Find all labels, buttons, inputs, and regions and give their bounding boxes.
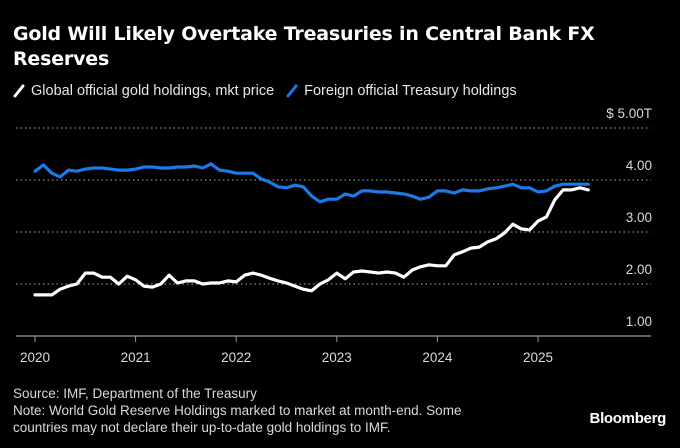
note-line-2: countries may not declare their up-to-da… [13, 420, 391, 435]
legend-label-gold: Global official gold holdings, mkt price [31, 83, 275, 99]
legend-item-treasury: Foreign official Treasury holdings [286, 83, 517, 99]
x-tick-label: 2023 [322, 350, 352, 365]
legend-label-treasury: Foreign official Treasury holdings [304, 83, 517, 99]
series-line-gold-holdings [33, 186, 590, 297]
note-line-1: Note: World Gold Reserve Holdings marked… [13, 403, 462, 418]
footer-notes: Source: IMF, Department of the Treasury … [13, 385, 461, 436]
source-text: Source: IMF, Department of the Treasury [13, 386, 257, 401]
gridlines [16, 127, 651, 285]
legend-item-gold: Global official gold holdings, mkt price [13, 83, 274, 99]
y-tick-label: 4.00 [626, 158, 652, 173]
legend: Global official gold holdings, mkt price… [13, 80, 529, 102]
x-tick-label: 2020 [20, 350, 50, 365]
bloomberg-logo: Bloomberg [589, 410, 667, 427]
x-tick-label: 2025 [523, 350, 553, 365]
legend-swatch-gold-icon [13, 84, 25, 98]
x-tick-label: 2022 [221, 350, 251, 365]
y-axis-labels: 1.00 2.00 3.00 4.00 $ 5.00T [606, 106, 652, 329]
chart-title: Gold Will Likely Overtake Treasuries in … [13, 23, 595, 70]
y-tick-label: $ 5.00T [606, 106, 652, 121]
series-lines [33, 162, 590, 297]
series-line-treasury-holdings [33, 162, 590, 204]
y-tick-label: 2.00 [626, 262, 652, 277]
legend-swatch-treasury-icon [286, 84, 298, 98]
y-tick-label: 3.00 [626, 210, 652, 225]
x-tick-label: 2024 [422, 350, 453, 365]
x-tick-label: 2021 [121, 350, 151, 365]
y-tick-label: 1.00 [626, 314, 652, 329]
x-axis: 2020 2021 2022 2023 2024 2025 [16, 335, 651, 365]
